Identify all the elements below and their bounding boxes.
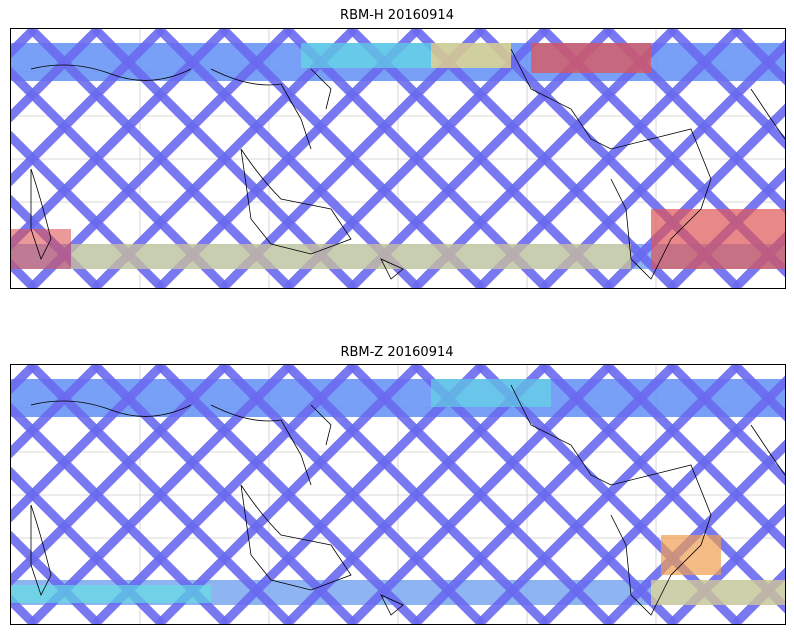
coastlines — [30, 48, 785, 280]
map-canvas-top — [11, 29, 785, 288]
orbit-tracks — [11, 365, 785, 624]
map-panel-bottom — [10, 364, 786, 625]
intensity-highlights — [11, 379, 785, 605]
map-panel-top — [10, 28, 786, 289]
panel-title-top: RBM-H 20160914 — [340, 8, 454, 23]
intensity-highlights — [11, 43, 785, 269]
panel-title-bottom: RBM-Z 20160914 — [340, 345, 454, 360]
coastlines — [30, 384, 785, 616]
map-canvas-bottom — [11, 365, 785, 624]
